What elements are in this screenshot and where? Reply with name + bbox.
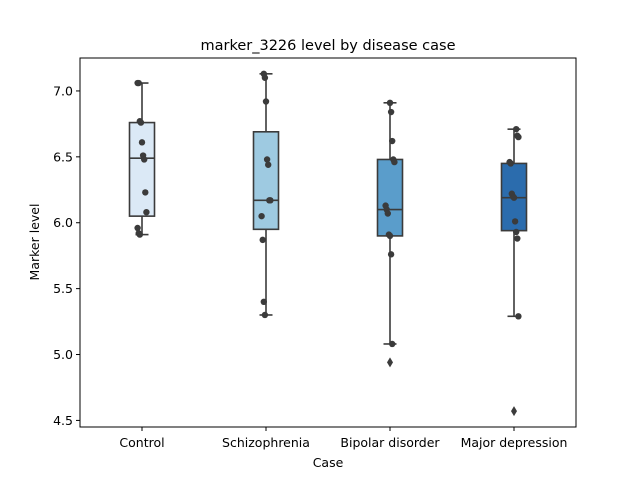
- data-point: [513, 125, 520, 133]
- axes-frame: [79, 57, 577, 428]
- data-point: [137, 119, 145, 126]
- data-point: [259, 236, 266, 244]
- box-body: [252, 131, 280, 231]
- y-tick-label: 6.0: [53, 215, 73, 230]
- data-point: [507, 160, 514, 167]
- data-point: [143, 208, 150, 216]
- data-point: [260, 298, 267, 306]
- y-tick-label: 7.0: [53, 83, 73, 98]
- data-point: [387, 108, 395, 116]
- box-4: [500, 128, 528, 417]
- box-2: [252, 73, 280, 316]
- x-tick-label: Bipolar disorder: [340, 435, 440, 450]
- data-point: [138, 139, 146, 146]
- data-point: [513, 228, 520, 236]
- data-point: [386, 232, 394, 240]
- data-point: [514, 235, 521, 242]
- data-point: [134, 224, 141, 232]
- data-point: [136, 231, 143, 238]
- data-point: [135, 79, 142, 87]
- box-3: [376, 102, 404, 368]
- data-point: [515, 133, 522, 141]
- data-point: [384, 210, 391, 217]
- x-axis: Control Schizophrenia Bipolar disorder Majo…: [119, 427, 567, 450]
- data-point: [258, 212, 265, 220]
- y-tick-label: 5.5: [53, 281, 73, 296]
- plot-area: [128, 70, 528, 417]
- x-axis-label: Case: [313, 455, 344, 470]
- data-point: [261, 74, 269, 81]
- data-point: [267, 197, 274, 204]
- data-point: [389, 137, 396, 145]
- data-point: [510, 194, 518, 201]
- y-axis: 4.5 5.0 5.5 6.0 6.5 7.0: [53, 83, 80, 428]
- data-point: [386, 99, 394, 107]
- x-tick-label: Control: [119, 435, 164, 450]
- outlier-point: [511, 406, 517, 417]
- x-tick-label: Schizophrenia: [222, 435, 310, 450]
- x-tick-label: Major depression: [461, 435, 568, 450]
- y-axis-label: Marker level: [27, 204, 42, 281]
- chart-title: marker_3226 level by disease case: [201, 38, 456, 54]
- box-1: [128, 82, 156, 236]
- data-point: [142, 189, 149, 196]
- data-point: [387, 251, 395, 258]
- box-body: [128, 121, 156, 217]
- data-point: [263, 156, 271, 163]
- data-point: [511, 218, 519, 225]
- data-point: [262, 98, 270, 105]
- data-point: [261, 311, 269, 319]
- data-point: [389, 340, 396, 348]
- y-tick-label: 5.0: [53, 347, 73, 362]
- data-point: [515, 313, 522, 320]
- data-point: [141, 156, 148, 163]
- data-point: [265, 161, 272, 168]
- outlier-point: [387, 357, 393, 368]
- box-body: [376, 158, 404, 237]
- data-point: [391, 158, 398, 166]
- y-tick-label: 6.5: [53, 149, 73, 164]
- y-tick-label: 4.5: [53, 413, 73, 428]
